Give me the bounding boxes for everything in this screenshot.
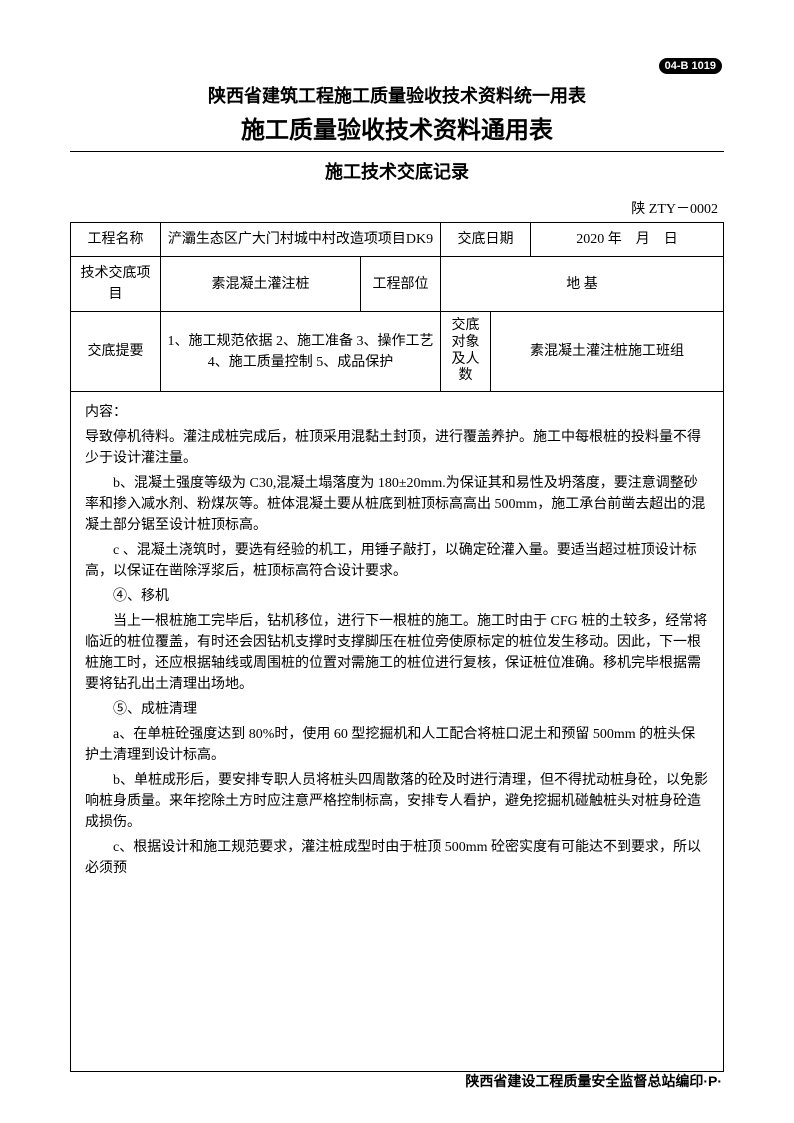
label-target: 交底对象及人数 (441, 312, 491, 392)
form-table: 工程名称 浐灞生态区广大门村城中村改造项项目DK9 交底日期 2020 年 月 … (70, 222, 724, 1072)
table-row: 工程名称 浐灞生态区广大门村城中村改造项项目DK9 交底日期 2020 年 月 … (71, 223, 724, 257)
content-paragraph: ④、移机 (85, 586, 709, 607)
content-paragraph: 导致停机待料。灌注成桩完成后，桩顶采用混黏土封顶，进行覆盖养护。施工中每根桩的投… (85, 427, 709, 469)
title-line-1: 陕西省建筑工程施工质量验收技术资料统一用表 (70, 82, 724, 108)
value-target: 素混凝土灌注桩施工班组 (491, 312, 724, 392)
content-paragraph: a、在单桩砼强度达到 80%时，使用 60 型挖掘机和人工配合将桩口泥土和预留 … (85, 724, 709, 766)
value-project-name: 浐灞生态区广大门村城中村改造项项目DK9 (161, 223, 441, 257)
value-part: 地 基 (441, 257, 724, 312)
content-paragraph: ⑤、成桩清理 (85, 699, 709, 720)
table-row: 交底提要 1、施工规范依据 2、施工准备 3、操作工艺 4、施工质量控制 5、成… (71, 312, 724, 392)
title-line-2: 施工质量验收技术资料通用表 (70, 110, 724, 145)
content-body: 内容： 导致停机待料。灌注成桩完成后，桩顶采用混黏土封顶，进行覆盖养护。施工中每… (71, 392, 724, 1072)
doc-badge: 04-B 1019 (659, 58, 722, 74)
table-row: 内容： 导致停机待料。灌注成桩完成后，桩顶采用混黏土封顶，进行覆盖养护。施工中每… (71, 392, 724, 1072)
value-date: 2020 年 月 日 (531, 223, 724, 257)
content-paragraph: 当上一根桩施工完毕后，钻机移位，进行下一根桩的施工。施工时由于 CFG 桩的土较… (85, 611, 709, 695)
content-paragraph: c 、混凝土浇筑时，要选有经验的机工，用锤子敲打，以确定砼灌入量。要适当超过桩顶… (85, 540, 709, 582)
footer-text: 陕西省建设工程质量安全监督总站编印·P· (465, 1071, 722, 1091)
value-summary: 1、施工规范依据 2、施工准备 3、操作工艺 4、施工质量控制 5、成品保护 (161, 312, 441, 392)
content-paragraph: c、根据设计和施工规范要求，灌注桩成型时由于桩顶 500mm 砼密实度有可能达不… (85, 837, 709, 879)
document-number: 陕 ZTY－0002 (70, 198, 724, 218)
table-row: 技术交底项目 素混凝土灌注桩 工程部位 地 基 (71, 257, 724, 312)
label-project-name: 工程名称 (71, 223, 161, 257)
title-line-3: 施工技术交底记录 (70, 151, 724, 184)
content-paragraph: b、混凝土强度等级为 C30,混凝土塌落度为 180±20mm.为保证其和易性及… (85, 473, 709, 536)
label-part: 工程部位 (361, 257, 441, 312)
label-tech-item: 技术交底项目 (71, 257, 161, 312)
content-paragraph: b、单桩成形后，要安排专职人员将桩头四周散落的砼及时进行清理，但不得扰动桩身砼，… (85, 770, 709, 833)
content-header: 内容： (85, 402, 709, 423)
value-tech-item: 素混凝土灌注桩 (161, 257, 361, 312)
label-date: 交底日期 (441, 223, 531, 257)
label-summary: 交底提要 (71, 312, 161, 392)
